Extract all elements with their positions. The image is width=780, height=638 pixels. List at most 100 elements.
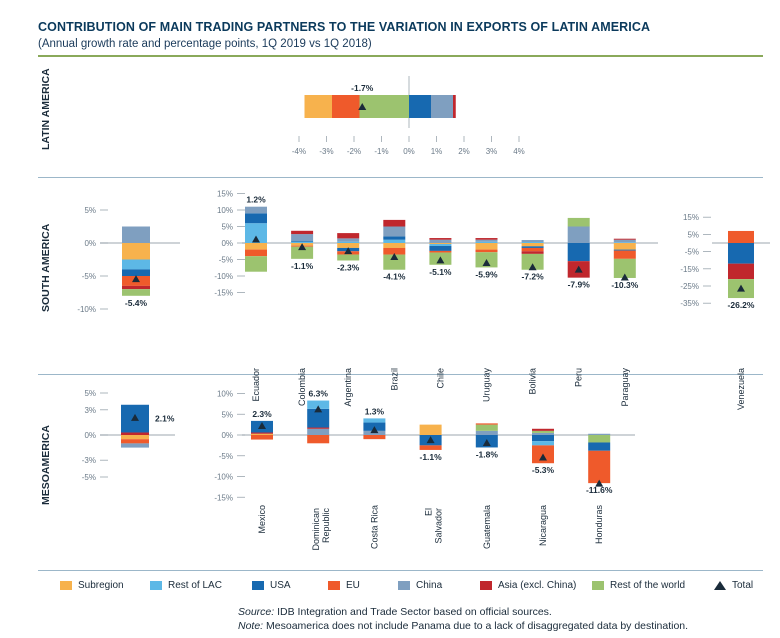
bar-segment-mesoamerica-china — [121, 443, 149, 448]
legend-label-eu: EU — [346, 580, 360, 591]
category-label-bolivia: Bolivia — [528, 368, 538, 395]
bar-segment-mesoamerica-subregion — [121, 435, 149, 440]
y-tick-label: 5% — [687, 230, 699, 239]
category-label-part: Republic — [321, 508, 331, 544]
category-label-paraguay: Paraguay — [620, 368, 630, 407]
bar-segment-venezuela-usa — [728, 243, 754, 264]
bar-segment-guatemala-eu — [475, 423, 498, 425]
x-tick-label: 2% — [458, 147, 470, 156]
legend-item-usa: USA — [252, 580, 291, 591]
bar-segment-argentina-rest-of-lac — [337, 241, 360, 243]
legend-label-usa: USA — [270, 580, 291, 591]
bar-segment-colombia-rest-of-the-world — [291, 246, 314, 259]
x-tick-label: -3% — [319, 147, 333, 156]
section-divider-2 — [38, 374, 763, 375]
y-tick-label: 0% — [84, 239, 96, 248]
source-label: Source: — [238, 606, 275, 618]
y-tick-label: 10% — [217, 206, 233, 215]
category-label-part: El — [424, 508, 434, 516]
bar-segment-dominican-republic-eu — [307, 435, 330, 444]
y-tick-label: 5% — [221, 410, 233, 419]
bar-segment-argentina-rest-of-the-world — [337, 254, 360, 261]
total-marker-mesoamerica — [131, 413, 139, 421]
bar-segment-bolivia-asia-excl-china — [521, 251, 544, 254]
category-label-el-salvador: ElSalvador — [424, 508, 444, 544]
bar-segment-paraguay-asia-excl-china — [613, 238, 636, 240]
bar-segment-guatemala-rest-of-the-world — [475, 424, 498, 431]
bar-segment-dominican-republic-china — [307, 428, 330, 435]
bar-segment-mesoamerica-asia-excl-china — [121, 432, 149, 435]
legend-label-total: Total — [732, 580, 754, 591]
bar-segment-dominican-republic-asia-excl-china — [307, 427, 330, 429]
bar-segment-bolivia-subregion — [521, 243, 544, 247]
y-tick-label: -15% — [214, 493, 233, 502]
legend-item-rest-of-lac: Rest of LAC — [150, 580, 222, 591]
note-line: Note: Mesoamerica does not include Panam… — [238, 620, 688, 632]
total-marker-peru — [574, 265, 583, 273]
category-label-costa-rica: Costa Rica — [369, 505, 379, 549]
total-marker-brazil — [390, 253, 399, 261]
bar-segment-chile-usa — [429, 245, 452, 251]
bar-segment-uruguay-subregion — [475, 243, 498, 250]
legend-swatch-asia-excl-china — [480, 581, 492, 590]
bar-segment-brazil-rest-of-the-world — [383, 254, 406, 270]
bar-segment-colombia-china — [291, 234, 314, 241]
section-divider-3 — [38, 570, 763, 571]
section-divider-1 — [38, 177, 763, 178]
y-tick-label: -15% — [214, 289, 233, 298]
total-label-bolivia: -7.2% — [521, 272, 544, 282]
total-marker-colombia — [298, 243, 307, 251]
bar-segment-ecuador-rest-of-the-world — [245, 256, 267, 272]
total-marker-dominican-republic — [314, 405, 323, 413]
x-tick-label: -1% — [374, 147, 388, 156]
chart-subtitle: (Annual growth rate and percentage point… — [38, 38, 372, 50]
x-tick-label: 4% — [513, 147, 525, 156]
bar-segment-paraguay-china — [613, 239, 636, 243]
total-label-venezuela: -26.2% — [728, 300, 755, 310]
bar-segment-peru-china — [567, 226, 590, 243]
total-label-paraguay: -10.3% — [611, 280, 638, 290]
total-label-colombia: -1.1% — [291, 261, 314, 271]
y-tick-label: 5% — [84, 206, 96, 215]
bar-segment-chile-asia-excl-china — [429, 238, 452, 240]
y-tick-label: -10% — [214, 473, 233, 482]
bar-segment-latin-america-subregion — [304, 95, 332, 118]
bar-segment-argentina-asia-excl-china — [337, 233, 360, 239]
bar-segment-honduras-eu — [588, 450, 611, 484]
bar-segment-guatemala-china — [475, 430, 498, 435]
total-marker-latin-america — [358, 103, 367, 110]
legend-marker-triangle — [714, 581, 726, 590]
bar-segment-uruguay-china — [475, 239, 498, 242]
bar-segment-ecuador-china — [245, 206, 267, 214]
x-tick-label: -2% — [347, 147, 361, 156]
bar-segment-honduras-rest-of-the-world — [588, 435, 611, 443]
bar-segment-bolivia-eu — [521, 247, 544, 252]
bar-segment-latin-america-asia-excl-china — [453, 95, 456, 118]
category-label-chile: Chile — [435, 368, 445, 389]
legend-item-asia-excl-china: Asia (excl. China) — [480, 580, 576, 591]
bar-segment-south-america-asia-excl-china — [122, 285, 150, 290]
total-marker-bolivia — [528, 263, 537, 271]
y-tick-label: -25% — [680, 282, 699, 291]
bar-segment-brazil-eu — [383, 247, 406, 255]
bar-segment-peru-usa — [567, 243, 590, 262]
category-label-uruguay: Uruguay — [482, 368, 492, 403]
y-tick-label: 0% — [221, 431, 233, 440]
bar-segment-dominican-republic-rest-of-lac — [307, 400, 330, 409]
total-label-brazil: -4.1% — [383, 272, 406, 282]
legend-swatch-rest-of-the-world — [592, 581, 604, 590]
category-label-ecuador: Ecuador — [251, 368, 261, 402]
total-label-peru: -7.9% — [568, 280, 591, 290]
bar-segment-peru-rest-of-the-world — [567, 217, 590, 227]
bar-segment-south-america-subregion — [122, 243, 150, 260]
bar-segment-ecuador-rest-of-lac — [245, 223, 267, 243]
bar-segment-ecuador-subregion — [245, 243, 267, 250]
bar-segment-colombia-usa — [291, 240, 314, 242]
source-line: Source: IDB Integration and Trade Sector… — [238, 606, 552, 618]
bar-segment-colombia-rest-of-lac — [291, 241, 314, 243]
bar-segment-brazil-usa — [383, 236, 406, 240]
bar-segment-mexico-eu — [251, 435, 273, 440]
bar-segment-uruguay-eu — [475, 249, 498, 253]
total-label-ecuador: 1.2% — [246, 195, 266, 205]
bar-segment-latin-america-china — [431, 95, 453, 118]
